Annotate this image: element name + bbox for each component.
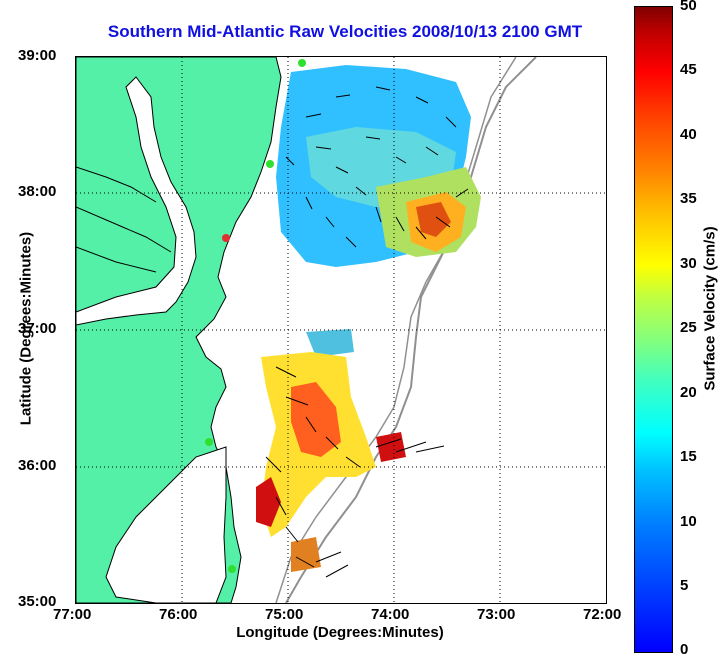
colorbar-tick: 0: [680, 641, 689, 658]
y-tick-label: 37:00: [18, 320, 57, 337]
station-marker: [205, 438, 213, 446]
x-tick-label: 75:00: [265, 606, 304, 623]
x-tick-label: 72:00: [583, 606, 622, 623]
velocity-field-north: [276, 65, 481, 267]
map-plot-area: [75, 56, 607, 604]
colorbar-tick: 5: [680, 577, 689, 594]
chesapeake-bay: [76, 76, 197, 326]
radar-stations: [205, 59, 306, 573]
x-axis-label: Longitude (Degrees:Minutes): [236, 624, 444, 641]
x-tick-label: 77:00: [53, 606, 92, 623]
bathymetry-contour: [285, 57, 537, 603]
y-tick-label: 35:00: [18, 593, 57, 610]
map-svg: [76, 57, 606, 603]
y-tick-label: 39:00: [18, 47, 57, 64]
map-title: Southern Mid-Atlantic Raw Velocities 200…: [107, 22, 583, 41]
bathymetry-contour-2: [275, 57, 517, 603]
station-marker: [298, 59, 306, 67]
velocity-arrows: [265, 86, 469, 578]
colorbar-tick: 30: [680, 255, 697, 272]
station-marker: [222, 234, 230, 242]
colorbar-tick: 25: [680, 319, 697, 336]
colorbar-tick: 35: [680, 190, 697, 207]
colorbar-tick: 40: [680, 126, 697, 143]
x-tick-label: 74:00: [371, 606, 410, 623]
pamlico-sound: [105, 446, 227, 603]
velocity-field-south: [256, 329, 406, 572]
colorbar-tick: 15: [680, 448, 697, 465]
grid-lines: [76, 57, 606, 603]
colorbar-label: Surface Velocity (cm/s): [701, 226, 719, 391]
colorbar-tick: 45: [680, 61, 697, 78]
y-tick-label: 36:00: [18, 457, 57, 474]
station-marker: [266, 160, 274, 168]
station-marker: [228, 565, 236, 573]
x-tick-label: 76:00: [159, 606, 198, 623]
river-1: [76, 166, 172, 273]
colorbar-tick: 20: [680, 384, 697, 401]
y-axis-label: Latitude (Degrees:Minutes): [17, 231, 35, 426]
x-tick-label: 73:00: [477, 606, 516, 623]
colorbar-tick: 10: [680, 513, 697, 530]
land-mass: [76, 57, 282, 603]
colorbar: [634, 6, 673, 653]
y-tick-label: 38:00: [18, 183, 57, 200]
colorbar-tick: 50: [680, 0, 697, 14]
